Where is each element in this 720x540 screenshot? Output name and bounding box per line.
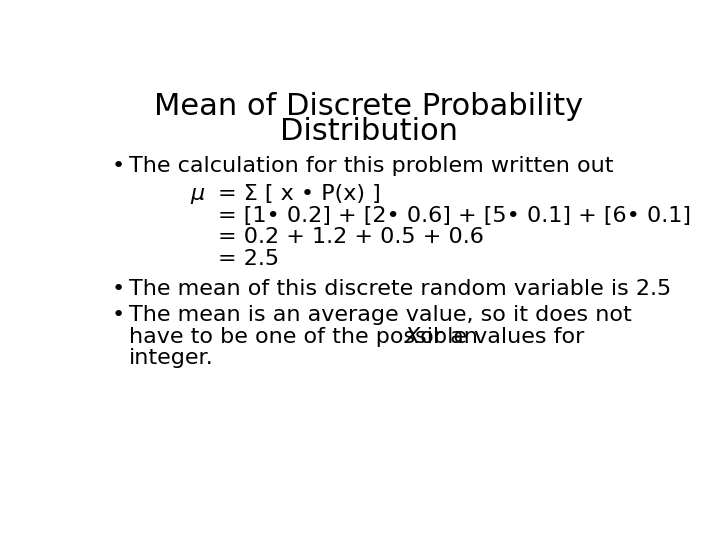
Text: The mean is an average value, so it does not: The mean is an average value, so it does… (129, 305, 631, 325)
Text: = [1• 0.2] + [2• 0.6] + [5• 0.1] + [6• 0.1]: = [1• 0.2] + [2• 0.6] + [5• 0.1] + [6• 0… (218, 206, 691, 226)
Text: The calculation for this problem written out: The calculation for this problem written… (129, 156, 613, 176)
Text: Mean of Discrete Probability: Mean of Discrete Probability (154, 92, 584, 121)
Text: Distribution: Distribution (280, 117, 458, 146)
Text: integer.: integer. (129, 348, 214, 368)
Text: or an: or an (413, 327, 477, 347)
Text: = 0.2 + 1.2 + 0.5 + 0.6: = 0.2 + 1.2 + 0.5 + 0.6 (218, 227, 484, 247)
Text: The mean of this discrete random variable is 2.5: The mean of this discrete random variabl… (129, 279, 671, 299)
Text: have to be one of the possible values for: have to be one of the possible values fo… (129, 327, 591, 347)
Text: μ: μ (191, 184, 205, 204)
Text: •: • (112, 279, 125, 299)
Text: = Σ [ x • P(x) ]: = Σ [ x • P(x) ] (218, 184, 381, 204)
Text: X: X (405, 327, 420, 347)
Text: •: • (112, 305, 125, 325)
Text: = 2.5: = 2.5 (218, 249, 279, 269)
Text: •: • (112, 156, 125, 176)
